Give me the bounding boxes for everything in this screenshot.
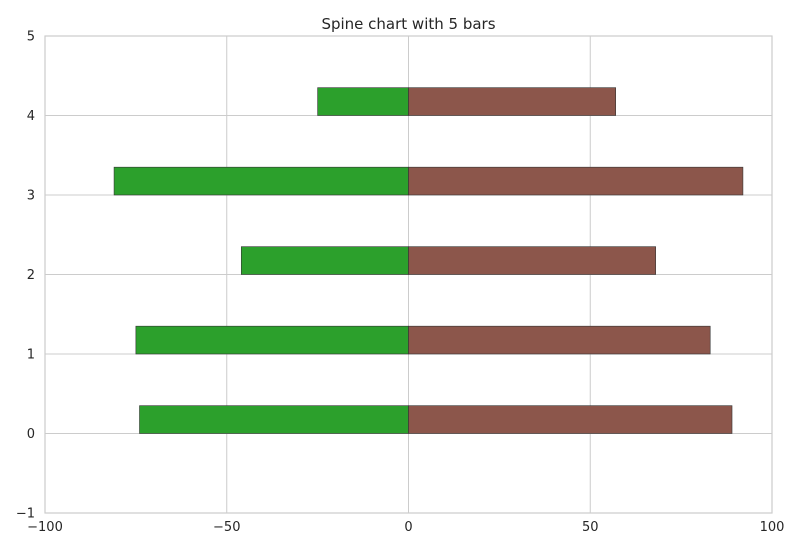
x-axis-ticks: −100 −50 0 50 100 (27, 520, 784, 535)
y-tick-label: 3 (27, 189, 35, 204)
y-tick-label: −1 (16, 507, 35, 522)
x-tick-label: −100 (27, 520, 63, 535)
y-tick-label: 4 (27, 109, 35, 124)
chart-title: Spine chart with 5 bars (321, 15, 495, 33)
negative-bar-2 (240, 246, 409, 275)
y-tick-label: 1 (27, 348, 35, 363)
positive-bar-3 (408, 166, 744, 196)
x-tick-label: 0 (404, 520, 412, 535)
plot-frame (44, 35, 773, 514)
x-tick-label: 100 (760, 520, 785, 535)
y-axis-ticks: −1 0 1 2 3 4 5 (16, 30, 35, 522)
x-tick-label: −50 (213, 520, 240, 535)
y-tick-label: 0 (27, 427, 35, 442)
negative-bar-1 (135, 325, 409, 355)
negative-bar-3 (113, 166, 409, 196)
positive-bar-1 (408, 325, 711, 355)
bars (113, 87, 744, 434)
positive-bar-4 (408, 87, 616, 116)
positive-bar-2 (408, 246, 656, 275)
positive-bar-0 (408, 405, 733, 434)
negative-bar-4 (317, 87, 409, 116)
negative-bar-0 (139, 405, 409, 434)
y-tick-label: 2 (27, 268, 35, 283)
y-tick-label: 5 (27, 30, 35, 45)
x-tick-label: 50 (582, 520, 599, 535)
